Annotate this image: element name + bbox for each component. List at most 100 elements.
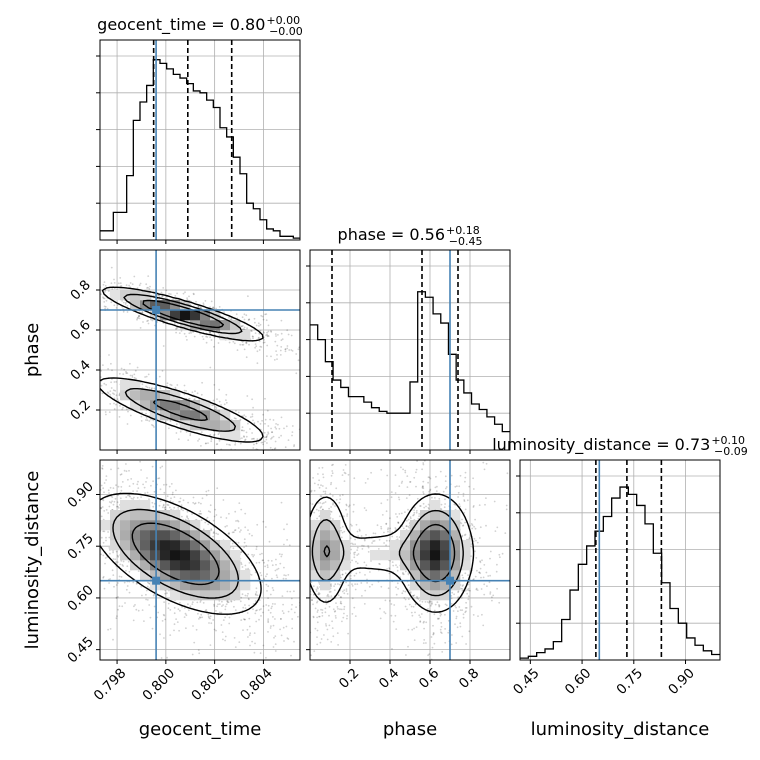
sample-point xyxy=(291,350,294,352)
sample-point xyxy=(125,372,128,374)
sample-point xyxy=(136,496,139,499)
sample-point xyxy=(129,362,131,365)
sample-point xyxy=(147,319,150,322)
sample-point xyxy=(336,606,339,608)
sample-point xyxy=(145,481,147,483)
sample-point xyxy=(230,600,233,603)
sample-point xyxy=(267,631,269,633)
sample-point xyxy=(303,342,305,344)
sample-point xyxy=(457,590,460,593)
density-cell xyxy=(120,380,131,391)
sample-point xyxy=(230,317,233,320)
sample-point xyxy=(200,519,203,522)
sample-point xyxy=(304,567,306,569)
sample-point xyxy=(102,487,105,490)
sample-point xyxy=(240,563,243,566)
sample-point xyxy=(245,314,248,317)
sample-point xyxy=(277,423,279,426)
sample-point xyxy=(115,617,118,620)
sample-point xyxy=(105,479,107,481)
sample-point xyxy=(233,417,236,420)
sample-point xyxy=(214,508,217,511)
sample-point xyxy=(216,487,219,490)
density-cell xyxy=(150,550,161,561)
sample-point xyxy=(191,391,194,394)
sample-point xyxy=(201,616,204,619)
sample-point xyxy=(230,599,233,602)
sample-point xyxy=(125,284,128,286)
density-cell xyxy=(220,570,231,581)
sample-point xyxy=(78,562,80,564)
sample-point xyxy=(342,469,345,471)
sample-point xyxy=(393,604,396,606)
sample-point xyxy=(86,385,88,387)
sample-point xyxy=(488,581,491,584)
density-cell xyxy=(230,570,241,581)
density-cell xyxy=(150,390,161,401)
density-content xyxy=(38,262,345,469)
sample-point xyxy=(145,283,148,286)
sample-point xyxy=(164,618,167,621)
sample-point xyxy=(138,317,141,320)
sample-point xyxy=(104,290,106,293)
sample-point xyxy=(261,441,264,444)
sample-point xyxy=(93,378,95,380)
sample-point xyxy=(53,371,55,373)
sample-point xyxy=(218,306,221,308)
sample-point xyxy=(381,514,384,516)
density-cell xyxy=(160,550,171,561)
sample-point xyxy=(243,618,246,621)
sample-point xyxy=(241,426,244,429)
panel-title-geocent_time: geocent_time = 0.80+0.00 −0.00 xyxy=(97,14,303,38)
sample-point xyxy=(302,451,304,453)
sample-point xyxy=(119,285,122,288)
sample-point xyxy=(263,339,265,341)
sample-point xyxy=(351,524,353,527)
sample-point xyxy=(305,451,307,453)
sample-point xyxy=(293,445,295,448)
sample-point xyxy=(326,595,329,597)
sample-point xyxy=(287,610,290,613)
sample-point xyxy=(136,366,139,369)
density-cell xyxy=(140,520,151,531)
sample-point xyxy=(264,565,266,568)
sample-point xyxy=(385,566,387,568)
sample-point xyxy=(104,307,106,310)
sample-point xyxy=(86,466,88,468)
sample-point xyxy=(239,442,242,445)
sample-point xyxy=(97,300,99,302)
density-cell xyxy=(170,520,181,531)
sample-point xyxy=(463,499,466,501)
sample-point xyxy=(318,581,321,584)
sample-point xyxy=(199,512,202,515)
sample-point xyxy=(427,506,430,509)
sample-point xyxy=(247,422,249,425)
sample-point xyxy=(343,467,345,469)
sample-point xyxy=(225,393,228,396)
sample-point xyxy=(321,615,324,617)
sample-point xyxy=(202,304,205,306)
sample-point xyxy=(240,551,243,554)
sample-point xyxy=(161,370,164,372)
sample-point xyxy=(126,304,129,307)
sample-point xyxy=(87,297,89,299)
sample-point xyxy=(353,552,355,554)
density-cell xyxy=(170,530,181,541)
sample-point xyxy=(339,494,341,497)
sample-point xyxy=(110,266,113,269)
sample-point xyxy=(263,436,266,439)
sample-point xyxy=(50,274,52,276)
sample-point xyxy=(438,605,441,608)
sample-point xyxy=(266,435,268,438)
sample-point xyxy=(260,574,263,577)
sample-point xyxy=(463,534,466,537)
sample-point xyxy=(126,585,129,587)
sample-point xyxy=(117,282,120,285)
density-cell xyxy=(120,540,131,551)
sample-point xyxy=(212,519,215,522)
sample-point xyxy=(283,543,285,546)
sample-point xyxy=(271,431,273,434)
sample-point xyxy=(38,262,40,264)
density-cell xyxy=(160,300,171,311)
sample-point xyxy=(212,535,215,538)
